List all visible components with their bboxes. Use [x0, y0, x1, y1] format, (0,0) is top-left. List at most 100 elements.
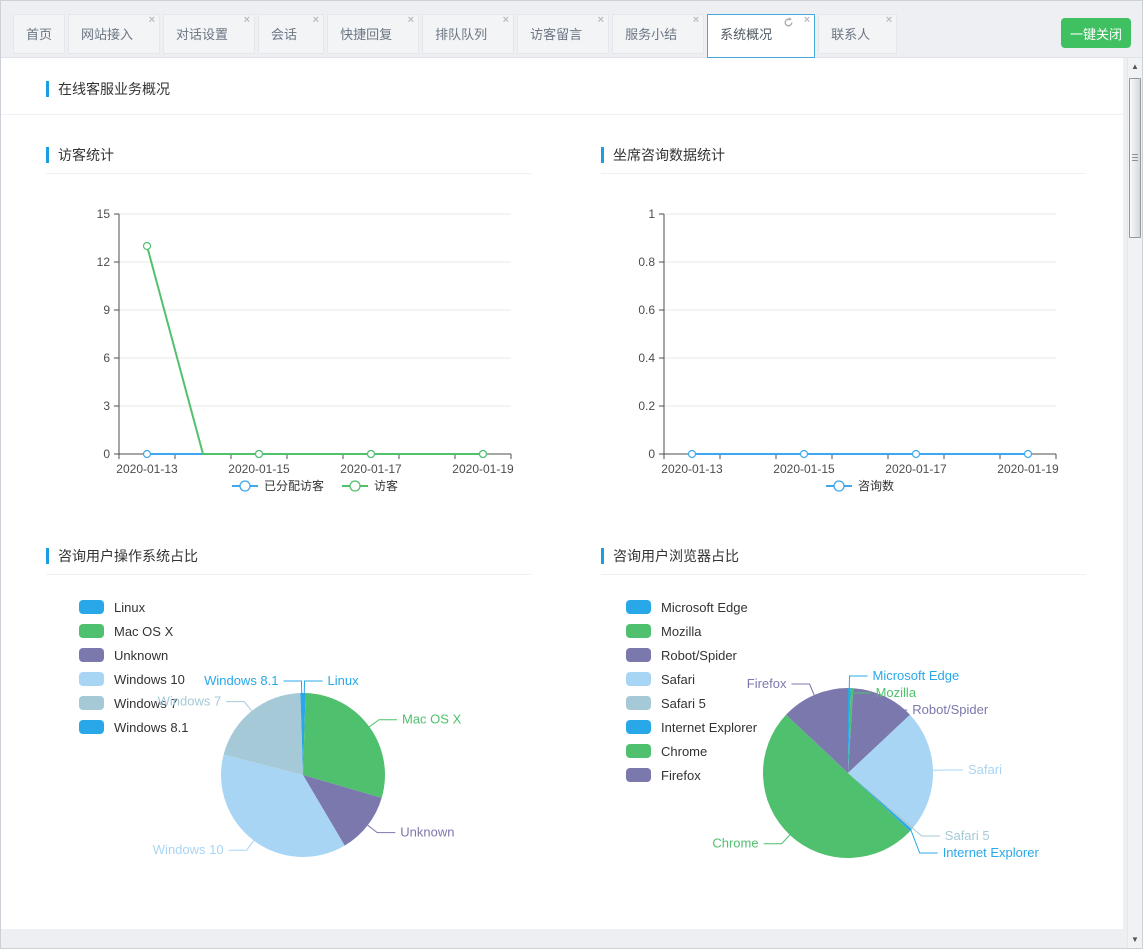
divider — [601, 173, 1086, 174]
tab-label: 服务小结 — [625, 27, 678, 42]
svg-text:Safari: Safari — [968, 762, 1002, 777]
scroll-thumb[interactable] — [1129, 78, 1141, 238]
scroll-down-icon[interactable]: ▼ — [1131, 935, 1139, 944]
legend-item-internet-explorer[interactable]: Internet Explorer — [626, 715, 757, 739]
svg-text:2020-01-19: 2020-01-19 — [997, 462, 1059, 476]
tab-label: 会话 — [271, 27, 298, 42]
scroll-up-icon[interactable]: ▲ — [1131, 62, 1139, 71]
agent-stats-title: 坐席咨询数据统计 — [601, 146, 725, 164]
legend-item-safari-5[interactable]: Safari 5 — [626, 691, 757, 715]
visitor-line-chart: 0 3 6 9 12 15 2020-01-13 2020-01-15 2020-01-17 20… — [46, 198, 533, 508]
legend-item-chrome[interactable]: Chrome — [626, 739, 757, 763]
close-tab-icon[interactable]: × — [407, 14, 415, 26]
svg-text:0: 0 — [103, 447, 110, 461]
tab-8[interactable]: 服务小结 × — [612, 14, 705, 54]
tab-label: 联系人 — [831, 27, 871, 42]
legend-swatch — [626, 624, 651, 638]
tab-label: 网站接入 — [81, 27, 134, 42]
browser-pie-legend: Microsoft Edge Mozilla Robot/Spider Safari S… — [626, 595, 757, 787]
legend-swatch — [79, 672, 104, 686]
svg-text:0: 0 — [648, 447, 655, 461]
svg-text:Internet Explorer: Internet Explorer — [943, 845, 1040, 860]
svg-text:咨询数: 咨询数 — [858, 478, 894, 493]
svg-text:0.2: 0.2 — [638, 399, 655, 413]
tab-label: 首页 — [26, 27, 53, 42]
svg-text:Linux: Linux — [328, 673, 360, 688]
close-all-button[interactable]: 一键关闭 — [1061, 18, 1131, 48]
divider — [601, 574, 1086, 575]
tab-7[interactable]: 访客留言 × — [517, 14, 610, 54]
legend-item-robot-spider[interactable]: Robot/Spider — [626, 643, 757, 667]
agent-line-chart: 0 0.2 0.4 0.6 0.8 1 2020-01-13 2020-01-15 2020-0… — [601, 198, 1088, 508]
legend-item-windows-7[interactable]: Windows 7 — [79, 691, 188, 715]
tab-3[interactable]: 对话设置 × — [163, 14, 256, 54]
svg-text:3: 3 — [103, 399, 110, 413]
legend-label: Linux — [114, 599, 146, 615]
svg-text:0.6: 0.6 — [638, 303, 655, 317]
svg-text:2020-01-17: 2020-01-17 — [885, 462, 947, 476]
browser-pie-chart: Microsoft Edge Mozilla Robot/Spider Safari S… — [601, 583, 1088, 928]
legend-swatch — [79, 624, 104, 638]
legend-swatch — [626, 768, 651, 782]
legend-item-microsoft-edge[interactable]: Microsoft Edge — [626, 595, 757, 619]
close-tab-icon[interactable]: × — [502, 14, 510, 26]
svg-text:1: 1 — [648, 207, 655, 221]
legend-label: Windows 7 — [114, 695, 178, 711]
close-tab-icon[interactable]: × — [885, 14, 893, 26]
legend-item-windows-10[interactable]: Windows 10 — [79, 667, 188, 691]
tab-2[interactable]: 网站接入 × — [68, 14, 161, 54]
legend-swatch — [626, 744, 651, 758]
legend-label: Mac OS X — [114, 623, 174, 639]
tab-10[interactable]: 联系人 × — [818, 14, 898, 54]
legend-label: Safari 5 — [661, 695, 706, 711]
vertical-scrollbar[interactable]: ▲ ▼ — [1127, 58, 1142, 948]
legend-item-mozilla[interactable]: Mozilla — [626, 619, 757, 643]
tab-9[interactable]: 系统概况 × — [707, 14, 816, 58]
svg-text:Chrome: Chrome — [712, 836, 758, 851]
refresh-icon[interactable] — [783, 17, 794, 29]
svg-text:Microsoft Edge: Microsoft Edge — [873, 668, 960, 683]
legend-swatch — [626, 600, 651, 614]
legend-swatch — [626, 648, 651, 662]
os-share-title: 咨询用户操作系统占比 — [46, 547, 198, 565]
close-tab-icon[interactable]: × — [148, 14, 156, 26]
legend-label: Windows 10 — [114, 671, 185, 687]
tab-4[interactable]: 会话 × — [258, 14, 325, 54]
svg-text:访客: 访客 — [374, 478, 398, 493]
os-pie-chart: Linux Mac OS X Unknown Windows 10 Windows 7 W… — [46, 583, 533, 928]
svg-text:Mac OS X: Mac OS X — [402, 712, 462, 727]
svg-text:已分配访客: 已分配访客 — [264, 478, 324, 493]
legend-item-unknown[interactable]: Unknown — [79, 643, 188, 667]
tab-5[interactable]: 快捷回复 × — [327, 14, 420, 54]
tab-bar: 首页 网站接入 × 对话设置 × 会话 × 快捷回复 × 排队队列 × 访客留言 × 服务小结 × 系统概况 ×… — [1, 1, 1142, 58]
svg-text:9: 9 — [103, 303, 110, 317]
legend-swatch — [79, 600, 104, 614]
scroll-thumb-grip — [1132, 154, 1138, 163]
close-tab-icon[interactable]: × — [692, 14, 700, 26]
svg-text:Unknown: Unknown — [400, 825, 454, 840]
legend-label: Robot/Spider — [661, 647, 737, 663]
legend-item-mac-os-x[interactable]: Mac OS X — [79, 619, 188, 643]
content-panel: 在线客服业务概况 访客统计 0 3 6 9 12 15 2020-01-13 2020-01-… — [1, 58, 1123, 929]
tab-1[interactable]: 首页 — [13, 14, 66, 54]
svg-text:Robot/Spider: Robot/Spider — [912, 702, 989, 717]
svg-text:2020-01-15: 2020-01-15 — [228, 462, 290, 476]
tab-label: 系统概况 — [720, 27, 773, 42]
divider — [1, 114, 1123, 115]
visitor-stats-title: 访客统计 — [46, 146, 114, 164]
legend-label: Windows 8.1 — [114, 719, 189, 735]
close-tab-icon[interactable]: × — [312, 14, 320, 26]
svg-text:Safari 5: Safari 5 — [945, 828, 990, 843]
legend-item-linux[interactable]: Linux — [79, 595, 188, 619]
tab-6[interactable]: 排队队列 × — [422, 14, 515, 54]
legend-swatch — [79, 648, 104, 662]
os-pie-legend: Linux Mac OS X Unknown Windows 10 Windows 7 W… — [79, 595, 188, 739]
legend-item-windows-8-1[interactable]: Windows 8.1 — [79, 715, 188, 739]
legend-item-safari[interactable]: Safari — [626, 667, 757, 691]
close-tab-icon[interactable]: × — [243, 14, 251, 26]
close-tab-icon[interactable]: × — [597, 14, 605, 26]
legend-item-firefox[interactable]: Firefox — [626, 763, 757, 787]
svg-text:Mozilla: Mozilla — [876, 685, 917, 700]
close-tab-icon[interactable]: × — [803, 14, 811, 26]
